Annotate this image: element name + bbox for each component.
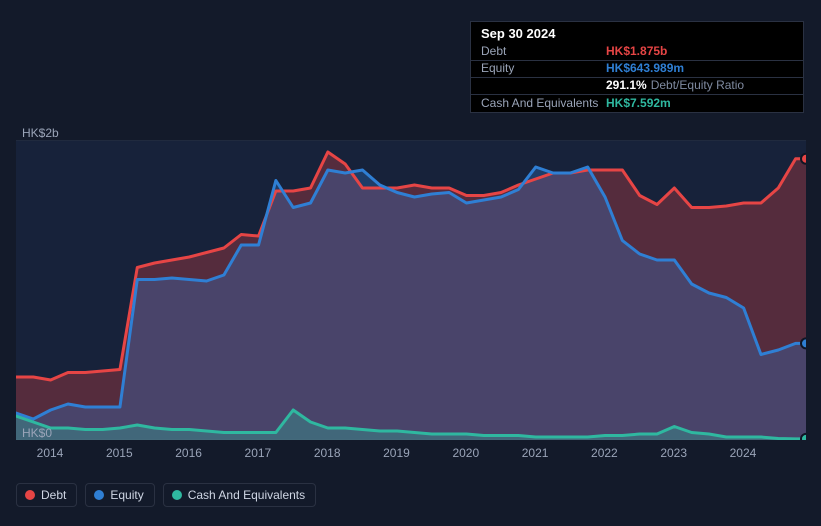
- x-axis-tick-label: 2021: [522, 446, 549, 460]
- legend-swatch-icon: [172, 490, 182, 500]
- tooltip-row-suffix: Debt/Equity Ratio: [651, 78, 744, 92]
- chart-svg: [16, 140, 806, 440]
- legend-item-label: Equity: [110, 488, 143, 502]
- tooltip-row-label: Debt: [481, 44, 606, 58]
- series-end-marker-equity: [801, 338, 806, 348]
- tooltip-date: Sep 30 2024: [471, 22, 803, 44]
- legend-item-cash-and-equivalents[interactable]: Cash And Equivalents: [163, 483, 316, 507]
- x-axis-tick-label: 2017: [245, 446, 272, 460]
- legend-item-debt[interactable]: Debt: [16, 483, 77, 507]
- x-axis-tick-label: 2014: [37, 446, 64, 460]
- chart-legend: Debt Equity Cash And Equivalents: [16, 483, 316, 507]
- legend-item-equity[interactable]: Equity: [85, 483, 154, 507]
- tooltip-row-value: 291.1%: [606, 78, 647, 92]
- tooltip-row-value: HK$643.989m: [606, 61, 684, 75]
- x-axis-tick-label: 2022: [591, 446, 618, 460]
- y-axis-tick-label: HK$2b: [22, 126, 59, 140]
- x-axis-tick-label: 2020: [452, 446, 479, 460]
- legend-item-label: Debt: [41, 488, 66, 502]
- series-end-marker-debt: [801, 154, 806, 164]
- tooltip-row-value: HK$7.592m: [606, 96, 671, 110]
- x-axis-tick-label: 2018: [314, 446, 341, 460]
- chart-plot-area[interactable]: [16, 140, 806, 440]
- tooltip-row: DebtHK$1.875b: [471, 44, 803, 61]
- tooltip-row-label: Cash And Equivalents: [481, 96, 606, 110]
- legend-swatch-icon: [94, 490, 104, 500]
- tooltip-row: 291.1% Debt/Equity Ratio: [471, 78, 803, 95]
- x-axis-tick-label: 2023: [660, 446, 687, 460]
- x-axis-tick-label: 2024: [730, 446, 757, 460]
- tooltip-row: Cash And EquivalentsHK$7.592m: [471, 95, 803, 112]
- y-axis-tick-label: HK$0: [22, 426, 52, 440]
- series-end-marker-cash-and-equivalents: [801, 434, 806, 440]
- chart-tooltip: Sep 30 2024DebtHK$1.875bEquityHK$643.989…: [470, 21, 804, 113]
- tooltip-row-label: Equity: [481, 61, 606, 75]
- tooltip-row: EquityHK$643.989m: [471, 61, 803, 78]
- tooltip-row-value: HK$1.875b: [606, 44, 667, 58]
- legend-swatch-icon: [25, 490, 35, 500]
- chart-root: { "tooltip": { "x": 470, "y": 21, "w": 3…: [0, 0, 821, 526]
- x-axis-tick-label: 2016: [175, 446, 202, 460]
- legend-item-label: Cash And Equivalents: [188, 488, 305, 502]
- x-axis-tick-label: 2015: [106, 446, 133, 460]
- x-axis-tick-label: 2019: [383, 446, 410, 460]
